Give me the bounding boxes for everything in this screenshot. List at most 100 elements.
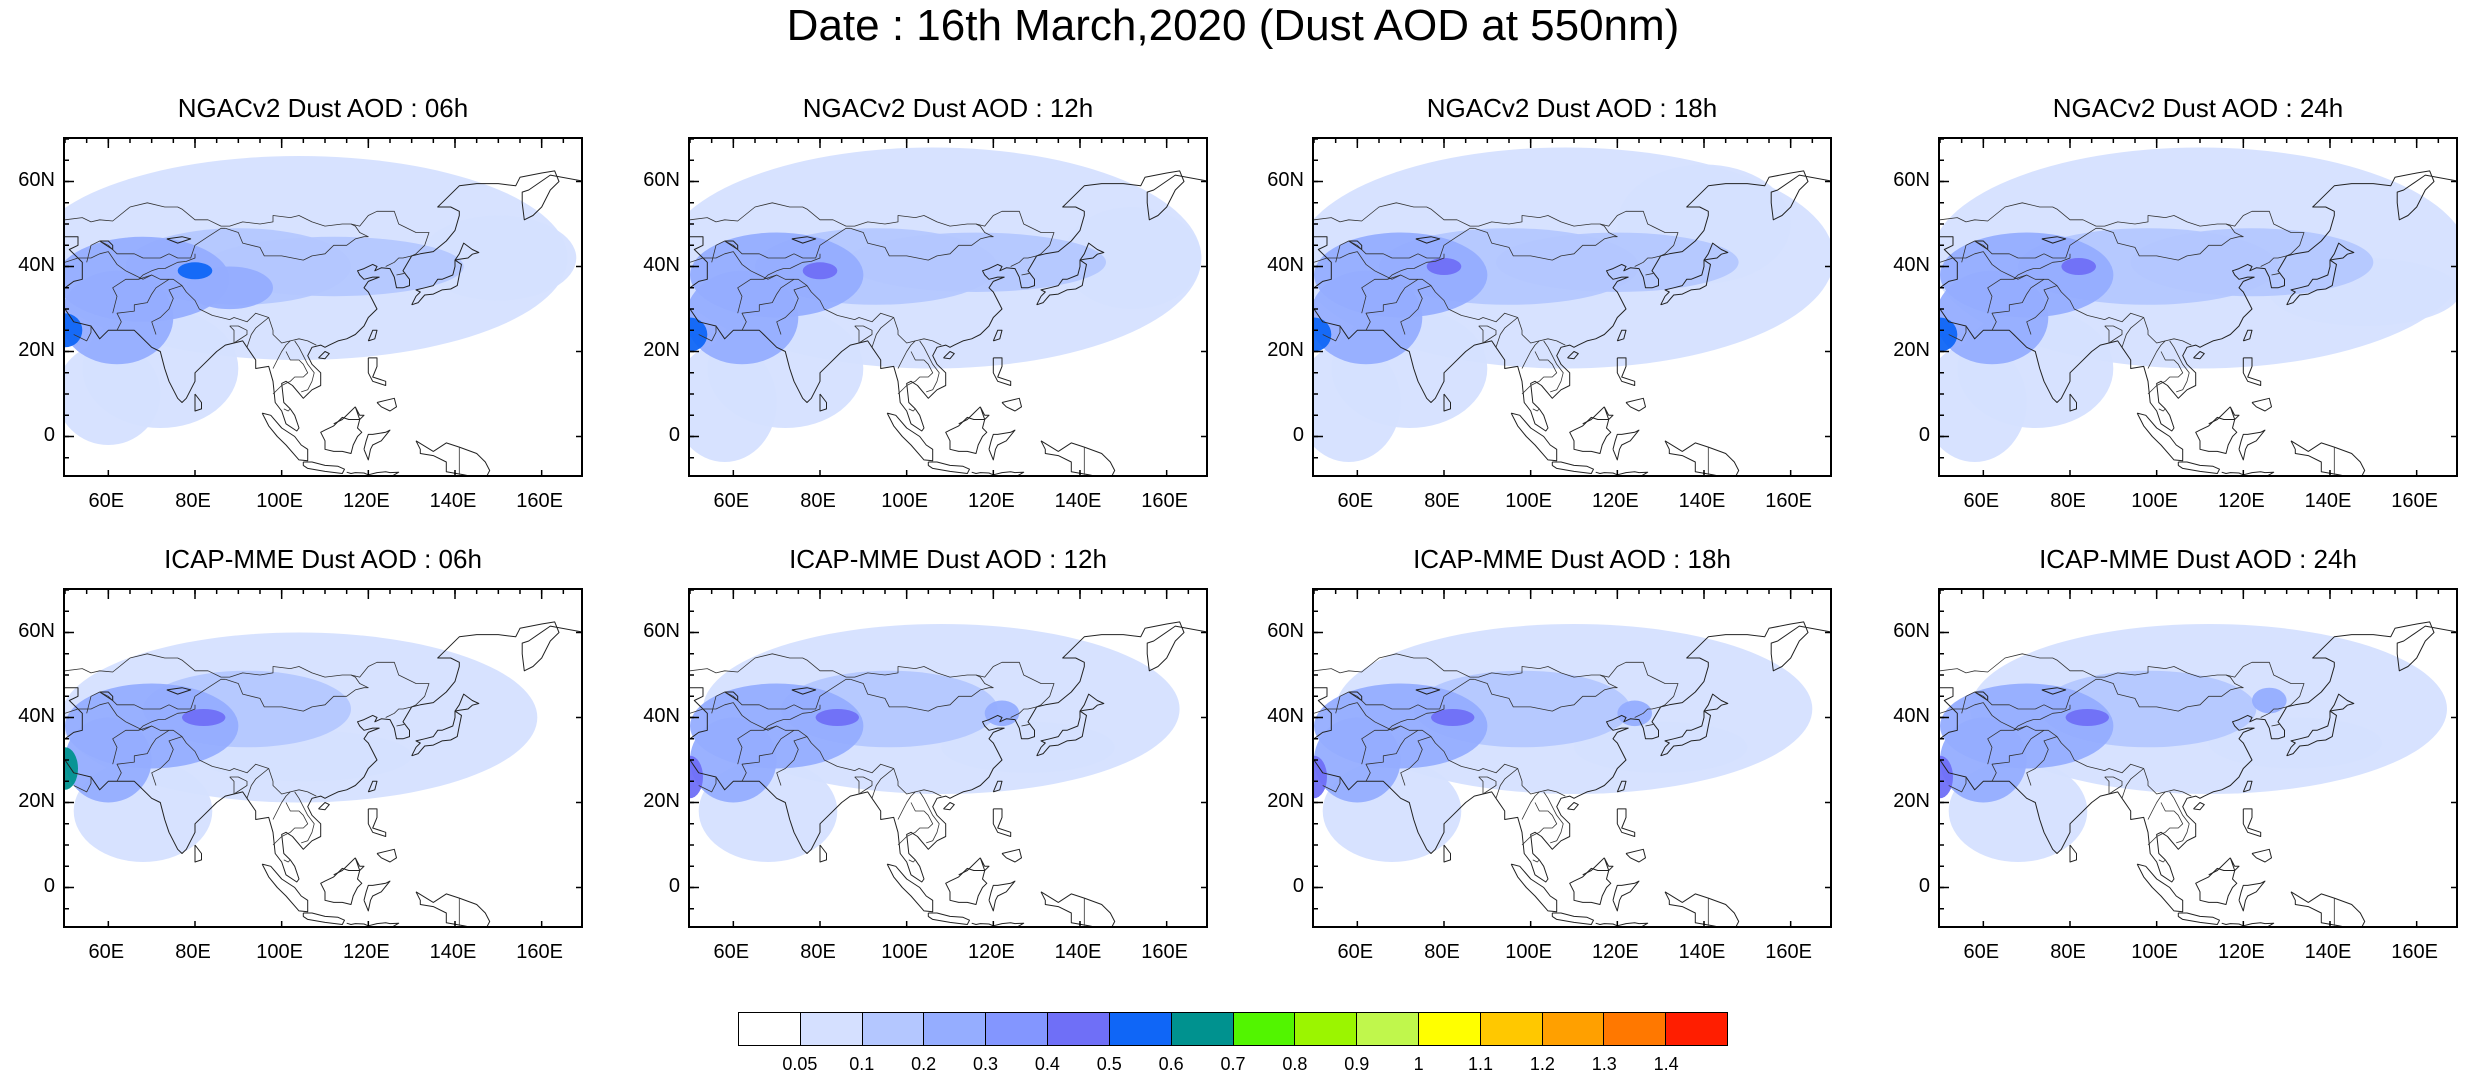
country-border: [897, 340, 916, 369]
coastline: [1569, 406, 1614, 454]
country-border: [1021, 272, 1031, 276]
coastline: [2193, 351, 2205, 360]
colorbar-tick-label: 0.5: [1096, 1054, 1122, 1074]
country-border: [246, 768, 269, 799]
coastline: [2329, 242, 2355, 261]
coastline: [367, 329, 378, 342]
country-border: [1478, 325, 1497, 344]
colorbar-tick-label: 1.2: [1529, 1054, 1555, 1074]
country-border: [229, 325, 248, 344]
coastline: [724, 240, 739, 250]
country-border: [2013, 268, 2040, 280]
coastline: [1415, 687, 1441, 695]
coastline: [99, 240, 114, 250]
country-border: [1532, 408, 1540, 412]
country-borders: [1940, 202, 2335, 475]
coastline: [376, 848, 397, 863]
coastline: [1567, 802, 1579, 811]
country-border: [86, 227, 226, 263]
lat-tick-label: 0: [43, 423, 55, 446]
coastline: [2041, 236, 2067, 244]
panel-title-ngacv2-18h: NGACv2 Dust AOD : 18h: [1426, 93, 1718, 123]
dust-map: [65, 590, 581, 926]
coastline: [1616, 780, 1627, 793]
country-border: [789, 704, 821, 720]
map-panel-icap-24h: [1938, 588, 2458, 928]
country-border: [1940, 202, 2305, 257]
coastline: [927, 912, 970, 925]
country-border: [871, 317, 894, 348]
coastline: [261, 863, 309, 913]
dust-map: [65, 139, 581, 475]
coastline: [886, 412, 934, 462]
country-border: [1474, 674, 1618, 712]
country-border: [1991, 278, 2045, 331]
lon-tick-label: 80E: [800, 941, 836, 963]
colorbar-swatch: [924, 1013, 987, 1045]
country-border: [711, 227, 851, 263]
coastline: [2242, 780, 2253, 793]
lat-tick-label: 0: [1918, 423, 1930, 446]
country-border: [73, 326, 92, 342]
lon-tick-label: 100E: [2131, 941, 2179, 963]
panel-title-icap-24h: ICAP-MME Dust AOD : 24h: [2039, 544, 2357, 574]
coastlines: [1314, 621, 1830, 926]
dust-plume: [65, 343, 161, 445]
coastline: [2195, 857, 2240, 905]
lon-tick-label: 60E: [88, 490, 125, 512]
lat-tick-label: 0: [43, 874, 55, 897]
lat-tick-label: 60N: [643, 168, 680, 191]
country-border: [2158, 408, 2166, 412]
country-border: [1010, 706, 1037, 718]
dust-plume: [1940, 755, 1953, 799]
coastline: [791, 687, 817, 695]
dust-plume: [846, 232, 1106, 292]
lon-tick-label: 100E: [1505, 490, 1553, 512]
country-border: [2169, 791, 2190, 844]
lat-tick-label: 0: [1292, 423, 1304, 446]
country-border: [1322, 777, 1341, 793]
coastline: [367, 357, 387, 386]
coastline: [1660, 259, 1711, 306]
lon-tick-label: 140E: [1678, 490, 1726, 512]
coastline: [99, 691, 114, 701]
coastline: [2069, 393, 2077, 412]
country-border: [65, 251, 152, 280]
lon-tick-label: 100E: [2131, 490, 2179, 512]
coastline: [1079, 693, 1105, 712]
lat-tick-label: 60N: [1267, 619, 1304, 642]
dust-plume: [815, 709, 859, 726]
lat-tick-label: 40N: [643, 253, 680, 276]
country-border: [2026, 736, 2058, 786]
coastline: [333, 857, 356, 876]
country-border: [1940, 653, 2305, 708]
panel-title-ngacv2-24h: NGACv2 Dust AOD : 24h: [2052, 93, 2344, 123]
colorbar-swatch: [1418, 1013, 1481, 1045]
coastline: [791, 236, 817, 244]
coastline: [1510, 412, 1558, 462]
lat-tick-label: 40N: [643, 704, 680, 727]
country-border: [1521, 351, 1558, 395]
country-border: [1495, 317, 1518, 348]
country-borders: [1314, 653, 1709, 926]
country-border: [225, 223, 369, 261]
coastline: [819, 844, 827, 863]
coastline: [1940, 170, 2456, 432]
country-border: [1474, 223, 1618, 261]
dust-plume: [1314, 755, 1327, 799]
dust-plume: [984, 700, 1020, 727]
lon-tick-label: 120E: [1591, 490, 1639, 512]
axis-ticks: [65, 139, 581, 475]
country-border: [2260, 255, 2287, 267]
country-borders: [1940, 653, 2335, 926]
country-border: [73, 777, 92, 793]
colorbar-swatch: [1233, 1013, 1296, 1045]
country-borders: [690, 653, 1085, 926]
dust-map: [690, 590, 1206, 926]
coastline: [1974, 240, 1989, 250]
coastline: [927, 461, 970, 474]
map-panel-ngacv2-18h: [1312, 137, 1832, 477]
dust-aod-field: [1314, 147, 1830, 462]
country-border: [1335, 227, 1475, 263]
map-panel-icap-18h: [1312, 588, 1832, 928]
